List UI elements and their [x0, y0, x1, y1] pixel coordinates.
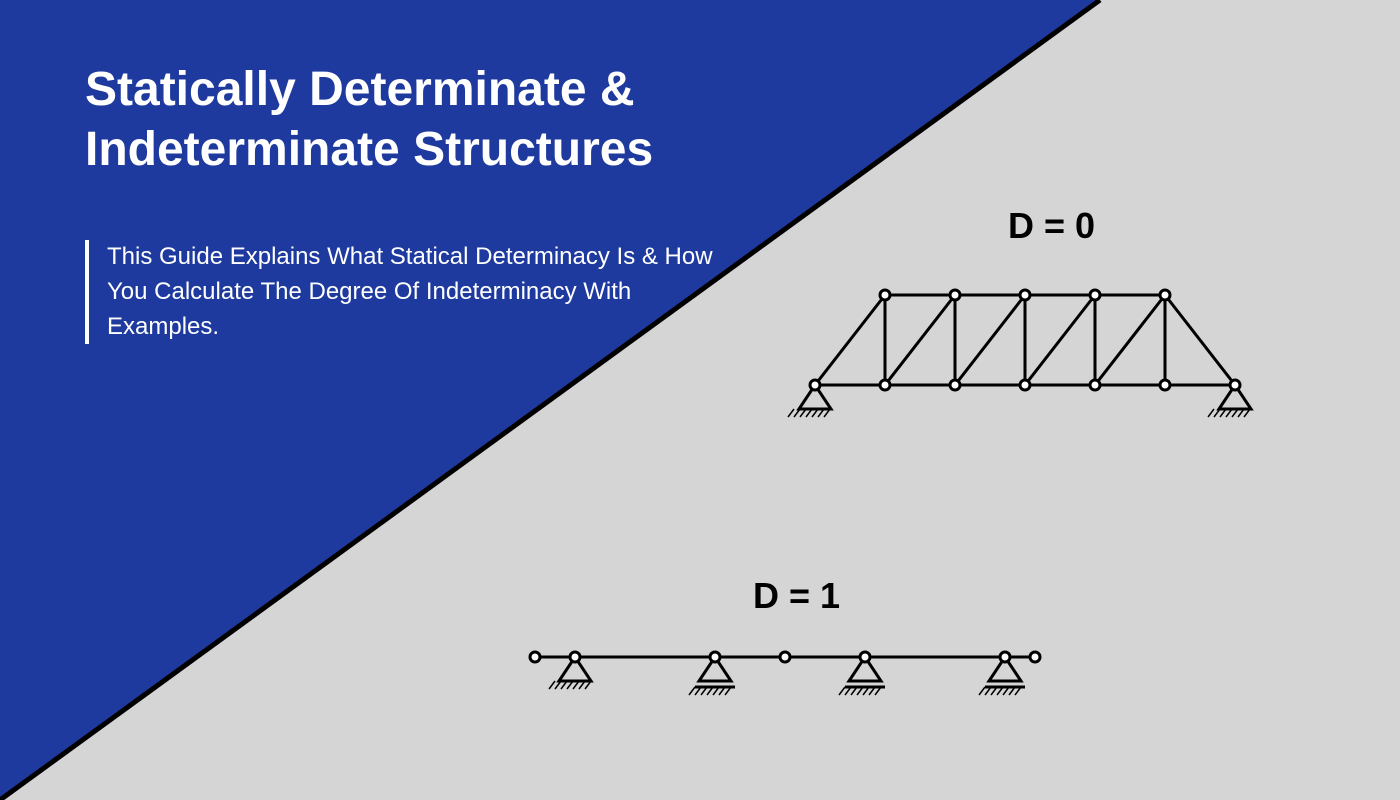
page-title: Statically Determinate & Indeterminate S… — [85, 60, 735, 180]
text-content-area: Statically Determinate & Indeterminate S… — [85, 60, 735, 344]
beam-diagram — [505, 642, 1065, 712]
truss-label: D = 0 — [1008, 205, 1095, 247]
truss-diagram — [775, 270, 1275, 430]
beam-label: D = 1 — [753, 575, 840, 617]
title-line-1: Statically Determinate & — [85, 63, 635, 116]
title-line-2: Indeterminate Structures — [85, 123, 653, 176]
subtitle-container: This Guide Explains What Statical Determ… — [85, 240, 735, 344]
page-subtitle: This Guide Explains What Statical Determ… — [107, 240, 735, 344]
